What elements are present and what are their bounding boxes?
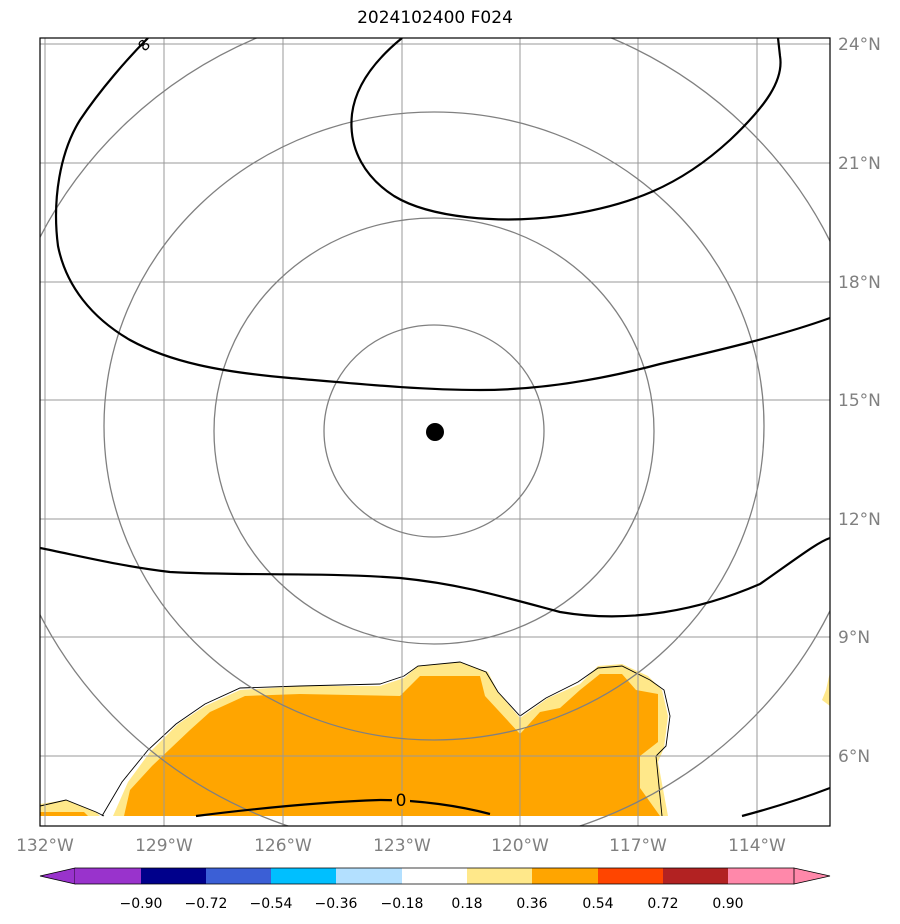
map-title: 2024102400 F024 <box>357 8 513 28</box>
contour-middle <box>40 536 830 618</box>
range-ring-3 <box>103 111 765 741</box>
lon-label: 117°W <box>609 836 667 856</box>
contour-lines <box>40 38 830 818</box>
colorbar-extend-high <box>793 867 831 885</box>
range-ring-2 <box>213 217 655 645</box>
shading-left-patch-core <box>40 812 88 816</box>
colorbar-label: 0.18 <box>451 896 482 912</box>
colorbar-segment <box>532 868 598 884</box>
lat-label: 12°N <box>838 510 881 530</box>
colorbar-label: −0.36 <box>315 896 358 912</box>
storm-center-dot <box>426 423 444 441</box>
lon-label: 123°W <box>373 836 431 856</box>
colorbar-segment <box>663 868 728 884</box>
lon-label: 132°W <box>16 836 74 856</box>
colorbar-label: 0.72 <box>647 896 678 912</box>
colorbar-label: −0.54 <box>250 896 293 912</box>
shading-outline-left <box>40 799 105 817</box>
lon-label: 126°W <box>254 836 312 856</box>
lat-label: 21°N <box>838 154 881 174</box>
shading-outline <box>101 661 671 817</box>
colorbar-segment <box>141 868 206 884</box>
colorbar-label: 0.90 <box>712 896 743 912</box>
colorbar-extend-low <box>39 867 76 885</box>
range-ring-1 <box>323 324 545 538</box>
graticule <box>40 38 830 826</box>
shading-orange-region <box>124 674 660 816</box>
map-frame <box>39 37 831 827</box>
colorbar: −0.90 −0.72 −0.54 −0.36 −0.18 0.18 0.36 … <box>39 867 831 912</box>
lat-label: 18°N <box>838 273 881 293</box>
shading-right-sliver <box>822 672 830 706</box>
shaded-field <box>40 661 830 817</box>
colorbar-label: −0.18 <box>381 896 424 912</box>
lat-label: 24°N <box>838 35 881 55</box>
lon-label: 120°W <box>491 836 549 856</box>
contour-label-8: 8 <box>134 36 154 55</box>
contour-closed-north <box>350 38 782 221</box>
colorbar-outline <box>75 867 794 885</box>
colorbar-segment <box>271 868 336 884</box>
colorbar-label: 0.36 <box>516 896 547 912</box>
colorbar-segment <box>467 868 532 884</box>
latitude-labels: 24°N 21°N 18°N 15°N 12°N 9°N 6°N <box>838 35 881 767</box>
colorbar-segment <box>336 868 402 884</box>
colorbar-label: −0.90 <box>120 896 163 912</box>
colorbar-segment <box>75 868 141 884</box>
contour-west-loop <box>54 38 830 392</box>
contour-label-0: 0 <box>396 791 407 811</box>
colorbar-segment <box>402 868 467 884</box>
colorbar-segment <box>728 868 794 884</box>
lon-label: 129°W <box>135 836 193 856</box>
longitude-labels: 132°W 129°W 126°W 123°W 120°W 117°W 114°… <box>16 836 786 856</box>
lat-label: 15°N <box>838 391 881 411</box>
lat-label: 9°N <box>838 628 870 648</box>
range-rings <box>40 38 830 826</box>
lat-label: 6°N <box>838 747 870 767</box>
colorbar-segment <box>206 868 271 884</box>
contour-bottom-zero <box>195 798 491 818</box>
contour-bottom-right <box>741 786 830 818</box>
colorbar-label: 0.54 <box>582 896 613 912</box>
colorbar-segment <box>598 868 663 884</box>
lon-label: 114°W <box>728 836 786 856</box>
colorbar-label: −0.72 <box>185 896 228 912</box>
